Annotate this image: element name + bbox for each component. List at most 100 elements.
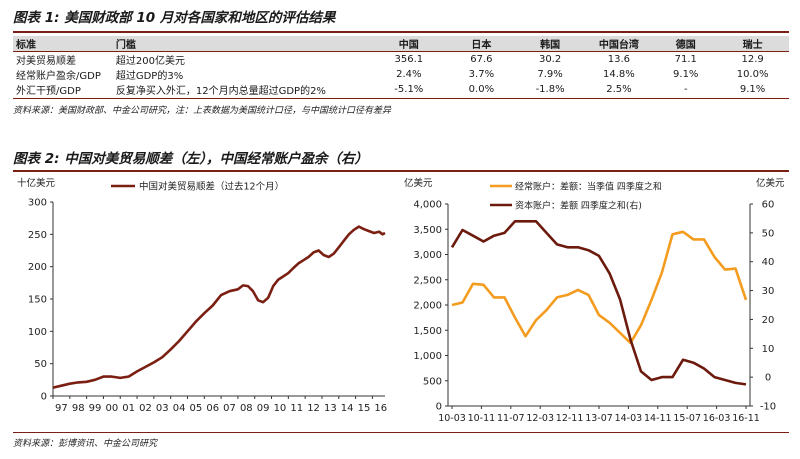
x-tick-label: 98	[72, 403, 85, 414]
table-row: 经常账户盈余/GDP 超过GDP的3% 2.4% 3.7% 7.9% 14.8%…	[13, 67, 789, 82]
header-japan: 日本	[445, 36, 518, 52]
y2-tick-label: 60	[762, 200, 775, 211]
y-tick-label: 2,500	[413, 275, 442, 286]
table-cell: 外汇干预/GDP	[16, 86, 81, 97]
table-cell: 12.9	[741, 54, 764, 65]
y2-tick-label: 10	[762, 344, 775, 355]
x-tick-label: 07	[223, 403, 236, 414]
table-cell: 9.1%	[739, 84, 766, 95]
x-tick-label: 10-11	[468, 413, 496, 424]
x-tick-label: 10-03	[438, 413, 466, 424]
y-tick-label: 250	[28, 230, 47, 241]
table-cell: 经常账户盈余/GDP	[16, 71, 101, 82]
x-tick-label: 16-11	[732, 413, 760, 424]
y2-tick-label: 30	[762, 286, 775, 297]
y2-tick-label: 0	[765, 373, 771, 384]
table-cell: 9.1%	[673, 69, 699, 80]
evaluation-table: 标准 门槛 中国 日本 韩国 中国台湾 德国 瑞士 对美贸易顺差 超过200亿美…	[13, 36, 789, 97]
x-tick-label: 11-07	[497, 413, 525, 424]
table-cell: 超过200亿美元	[115, 56, 185, 67]
current-account-chart: 亿美元 亿美元05001,0001,5002,0002,5003,0003,500…	[404, 177, 785, 424]
y-tick-label: 3,000	[413, 250, 442, 261]
bottom-rule	[13, 432, 789, 433]
y-tick-label: 4,000	[413, 200, 442, 211]
header-taiwan: 中国台湾	[582, 36, 656, 52]
table-cell: 7.9%	[537, 69, 563, 80]
y-tick-label: 100	[28, 327, 47, 338]
header-switzerland: 瑞士	[716, 36, 789, 52]
x-tick-label: 97	[55, 403, 68, 414]
x-tick-label: 14-11	[644, 413, 672, 424]
y-tick-label: 1,500	[413, 326, 442, 337]
table-cell: 71.1	[674, 54, 697, 65]
x-tick-label: 08	[240, 403, 253, 414]
y-tick-label: 2,000	[413, 301, 442, 312]
trade-surplus-chart: 十亿美元 0 50 100 150 200 250 300 97 98 99 00 01 02 03 04 05…	[17, 177, 387, 414]
table-header-row: 标准 门槛 中国 日本 韩国 中国台湾 德国 瑞士	[13, 36, 789, 52]
y-tick-label: 200	[28, 262, 47, 273]
x-tick-label: 02	[139, 403, 152, 414]
header-threshold: 门槛	[112, 36, 373, 52]
x-tick-label: 04	[173, 403, 186, 414]
table-cell: 30.2	[538, 54, 562, 65]
x-tick-label: 11	[290, 403, 303, 414]
table-row: 外汇干预/GDP 反复净买入外汇，12个月内总量超过GDP的2% -5.1% 0…	[13, 82, 789, 97]
x-tick-label: 09	[257, 403, 270, 414]
table-cell: 对美贸易顺差	[16, 56, 76, 67]
table-cell: 3.7%	[468, 69, 495, 80]
table-cell: 2.4%	[396, 69, 422, 80]
trade-surplus-line	[52, 225, 386, 389]
y-axis-unit: 十亿美元	[17, 177, 56, 189]
table-cell: 10.0%	[736, 69, 769, 80]
x-tick-label: 15-07	[673, 413, 701, 424]
x-tick-label: 13	[324, 403, 337, 414]
x-tick-label: 14-03	[615, 413, 643, 424]
y2-tick-label: -10	[760, 402, 776, 413]
figure-1-source: 资料来源：美国财政部、中金公司研究，注：上表数据为美国统计口径，与中国统计口径有…	[13, 106, 392, 116]
y-tick-label: 0	[436, 402, 442, 413]
y-tick-label: 500	[423, 376, 442, 387]
table-cell: 13.6	[607, 54, 631, 65]
capital-account-line	[450, 219, 747, 386]
table-cell: -	[683, 84, 688, 95]
x-tick-label: 05	[190, 403, 203, 414]
figure-2-source: 资料来源：彭博资讯、中金公司研究	[13, 439, 158, 449]
y-tick-label: 3,500	[413, 225, 442, 236]
x-tick-label: 99	[89, 403, 102, 414]
x-tick-label: 16-03	[703, 413, 731, 424]
figure-1-title: 图表 1: 美国财政部 10 月对各国家和地区的评估结果	[13, 10, 336, 26]
legend-label: 中国对美贸易顺差（过去12个月）	[139, 181, 284, 193]
table-cell: -5.1%	[394, 84, 424, 95]
x-tick-label: 14	[341, 403, 354, 414]
legend-label: 资本账户：差额 四季度之和(右)	[515, 200, 642, 212]
x-tick-label: 15	[358, 403, 371, 414]
table-cell: 0.0%	[468, 84, 495, 95]
table-cell: -1.8%	[535, 84, 565, 95]
header-germany: 德国	[655, 36, 717, 52]
current-account-line	[451, 230, 748, 345]
x-tick-label: 06	[206, 403, 219, 414]
y2-tick-label: 20	[762, 315, 775, 326]
title-rule	[13, 31, 789, 33]
y-tick-label: 150	[28, 295, 47, 306]
right-axis-unit: 亿美元	[756, 177, 785, 189]
x-tick-label: 13-07	[585, 413, 613, 424]
y2-tick-label: 50	[762, 228, 775, 239]
x-tick-label: 01	[122, 403, 135, 414]
figure-2-title: 图表 2: 中国对美贸易顺差（左），中国经常账户盈余（右）	[13, 151, 368, 167]
legend-label: 经常账户：差额：当季值 四季度之和	[515, 181, 662, 193]
y-tick-label: 300	[28, 198, 47, 209]
x-tick-label: 16	[374, 403, 387, 414]
table-bottom-rule	[13, 98, 789, 99]
y-tick-label: 0	[41, 392, 47, 403]
x-tick-label: 12-03	[526, 413, 554, 424]
header-korea: 韩国	[517, 36, 583, 52]
y-tick-label: 50	[34, 359, 47, 370]
x-tick-label: 12	[307, 403, 320, 414]
table-row: 对美贸易顺差 超过200亿美元 356.1 67.6 30.2 13.6 71.…	[13, 52, 789, 67]
x-tick-label: 10	[274, 403, 287, 414]
x-tick-label: 12-11	[556, 413, 584, 424]
table-cell: 超过GDP的3%	[115, 71, 184, 82]
table-cell: 67.6	[470, 54, 493, 65]
x-tick-label: 03	[156, 403, 169, 414]
